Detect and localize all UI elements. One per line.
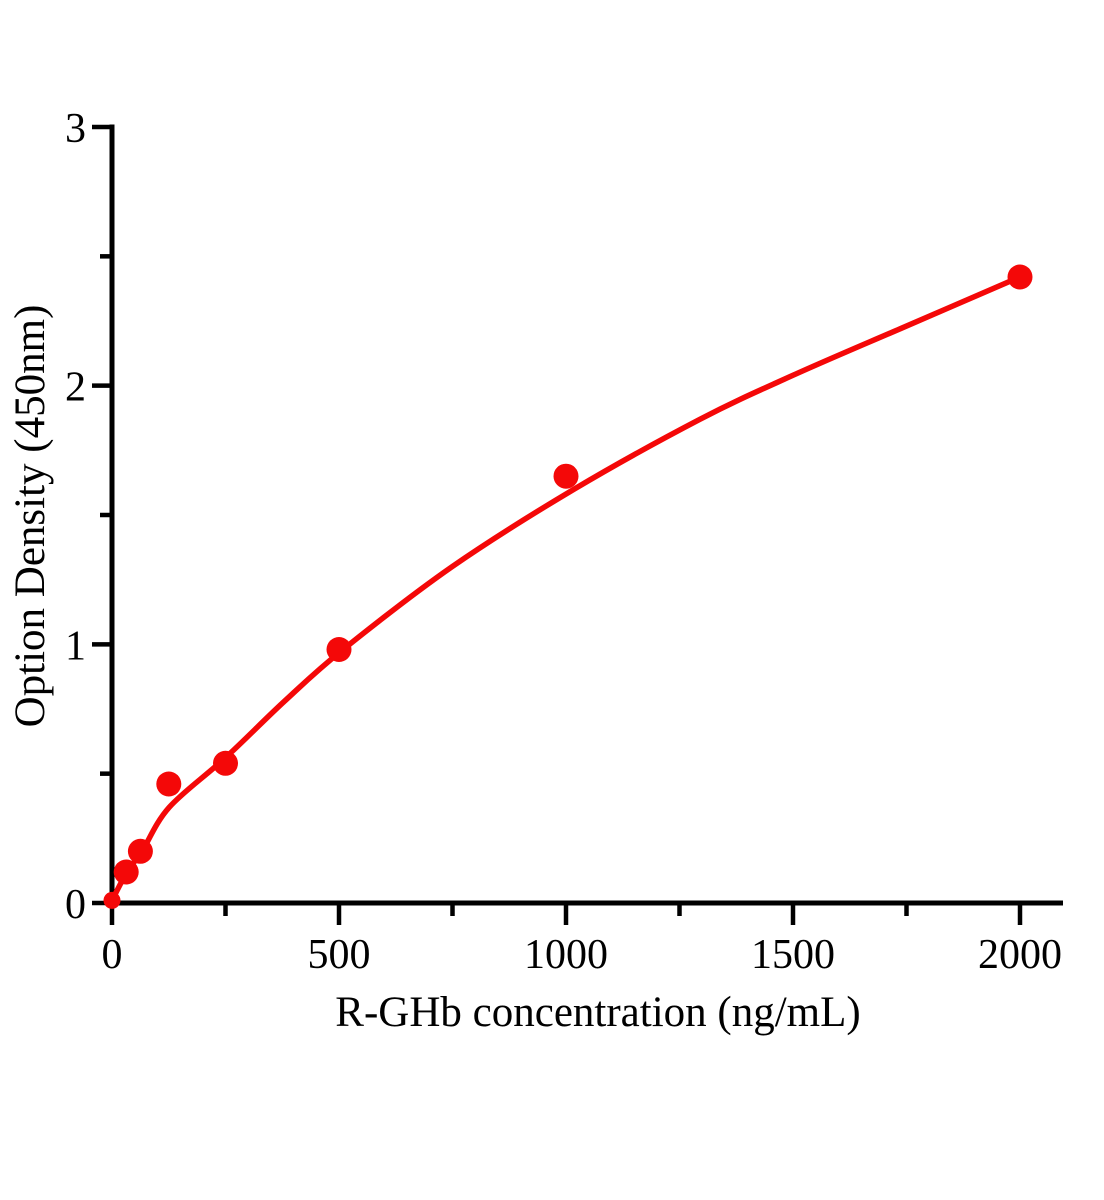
axis-titles-layer: R-GHb concentration (ng/mL) Option Densi…: [7, 305, 861, 1036]
axes-layer: [109, 124, 1063, 906]
data-point-31.25: [113, 859, 139, 885]
x-tick-label-2000: 2000: [978, 932, 1062, 978]
y-axis-title: Option Density (450nm): [7, 305, 54, 728]
x-tick-label-1000: 1000: [524, 932, 608, 978]
data-point-250: [213, 750, 238, 776]
tick-layer: 0 1 2 3 0 500 1000 1500 2000: [65, 106, 1062, 978]
x-tick-label-1500: 1500: [751, 932, 835, 978]
data-point-500: [326, 637, 352, 662]
fit-curve-layer: [109, 274, 1023, 904]
data-point-1000: [553, 463, 579, 489]
data-point-2000: [1007, 264, 1033, 290]
y-tick-label-3: 3: [65, 106, 86, 152]
y-tick-label-1: 1: [65, 623, 86, 669]
data-point-0: [103, 891, 121, 909]
axis-lines: [109, 124, 1063, 906]
x-tick-label-500: 500: [308, 932, 371, 978]
y-tick-label-2: 2: [65, 365, 86, 411]
x-tick-label-0: 0: [102, 932, 123, 978]
data-point-125: [156, 771, 182, 797]
fit-curve: [109, 274, 1023, 904]
x-axis-title: R-GHb concentration (ng/mL): [335, 989, 860, 1036]
y-tick-label-0: 0: [65, 882, 86, 928]
data-point-62.5: [127, 838, 153, 864]
data-points-layer: [103, 264, 1033, 909]
